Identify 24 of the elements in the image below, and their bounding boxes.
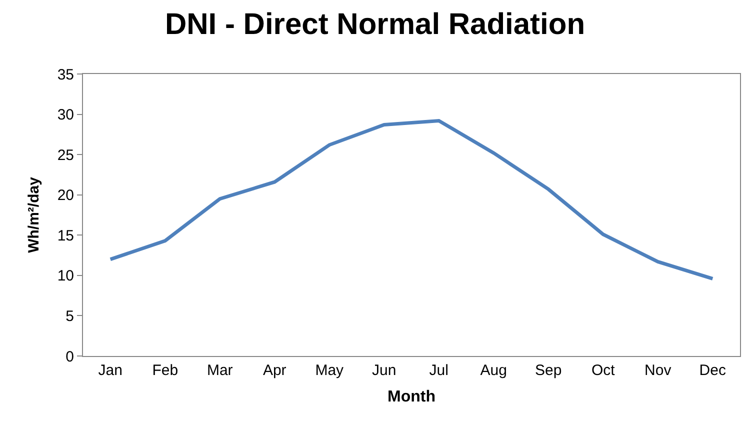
x-tick-label: Jan [98, 362, 122, 379]
x-tick-label: Feb [152, 362, 178, 379]
x-tick-label: Sep [535, 362, 562, 379]
x-tick-label: Oct [591, 362, 616, 379]
y-tick-label: 0 [66, 348, 74, 366]
y-tick-label: 25 [57, 146, 74, 164]
y-tick-label: 20 [57, 187, 74, 204]
x-tick-label: Apr [262, 362, 286, 379]
x-tick-label: Jun [372, 362, 396, 379]
y-tick-label: 35 [57, 66, 74, 84]
x-tick-label: Mar [206, 362, 233, 379]
line-series [108, 118, 714, 280]
y-axis-title: Wh/m²/day [26, 176, 43, 253]
y-tick-label: 10 [57, 268, 74, 285]
x-tick-label: Jul [429, 362, 448, 379]
y-tick-label: 30 [57, 106, 74, 124]
x-tick-label: Aug [480, 362, 507, 379]
x-axis-title: Month [388, 388, 436, 406]
x-tick-label: Nov [644, 362, 672, 379]
y-tick-label: 5 [66, 308, 74, 325]
x-tick-label: Dec [699, 362, 726, 379]
y-tick-label: 15 [57, 227, 74, 244]
chart-title: DNI - Direct Normal Radiation [164, 8, 586, 42]
x-tick-label: May [315, 362, 344, 379]
